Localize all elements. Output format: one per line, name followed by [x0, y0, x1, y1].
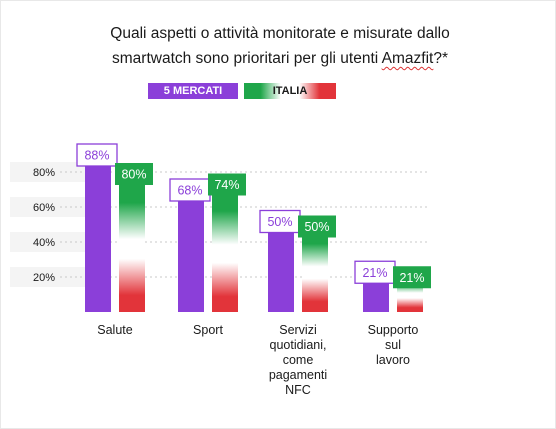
y-tick-label: 20% — [33, 272, 55, 284]
title-brand: Amazfit — [381, 50, 434, 67]
grid-band — [10, 232, 90, 252]
value-label-italia: 21% — [399, 271, 424, 285]
bar-italia — [212, 182, 238, 312]
legend-italia: ITALIA — [244, 83, 336, 99]
category-label: Supporto sul lavoro — [367, 323, 419, 367]
chart-title-line-2: smartwatch sono prioritari per gli utent… — [30, 49, 530, 69]
bar-italia — [302, 224, 328, 312]
value-label-five-markets: 21% — [362, 266, 387, 280]
chart-title-line-1: Quali aspetti o attività monitorate e mi… — [110, 25, 450, 42]
grid-band — [10, 267, 90, 287]
value-label-five-markets: 68% — [177, 184, 202, 198]
legend-five-markets: 5 MERCATI — [148, 83, 238, 99]
category-label: Salute — [97, 323, 133, 337]
value-box-italia — [115, 163, 153, 185]
grid-band — [10, 197, 90, 217]
category-label: Sport — [193, 323, 223, 337]
bar-five-markets — [268, 224, 294, 312]
category-label: Servizi quotidiani, come pagamenti NFC — [268, 323, 328, 397]
value-label-five-markets: 50% — [267, 215, 292, 229]
value-box-five-markets — [76, 143, 118, 167]
bar-italia — [119, 172, 145, 312]
grid-band — [10, 162, 90, 182]
bar-five-markets — [178, 193, 204, 312]
value-box-italia — [208, 173, 246, 196]
title-text: smartwatch sono prioritari per gli utent… — [112, 50, 382, 67]
y-tick-label: 40% — [33, 237, 55, 249]
title-suffix: ?* — [433, 50, 448, 67]
y-tick-label: 60% — [33, 202, 55, 214]
value-box-italia — [298, 215, 336, 238]
value-box-italia — [393, 266, 431, 289]
value-label-italia: 50% — [304, 220, 329, 234]
y-tick-label: 80% — [33, 167, 55, 179]
value-label-italia: 74% — [214, 178, 239, 192]
bar-five-markets — [85, 158, 111, 312]
value-label-italia: 80% — [121, 168, 146, 182]
value-label-five-markets: 88% — [84, 149, 109, 163]
